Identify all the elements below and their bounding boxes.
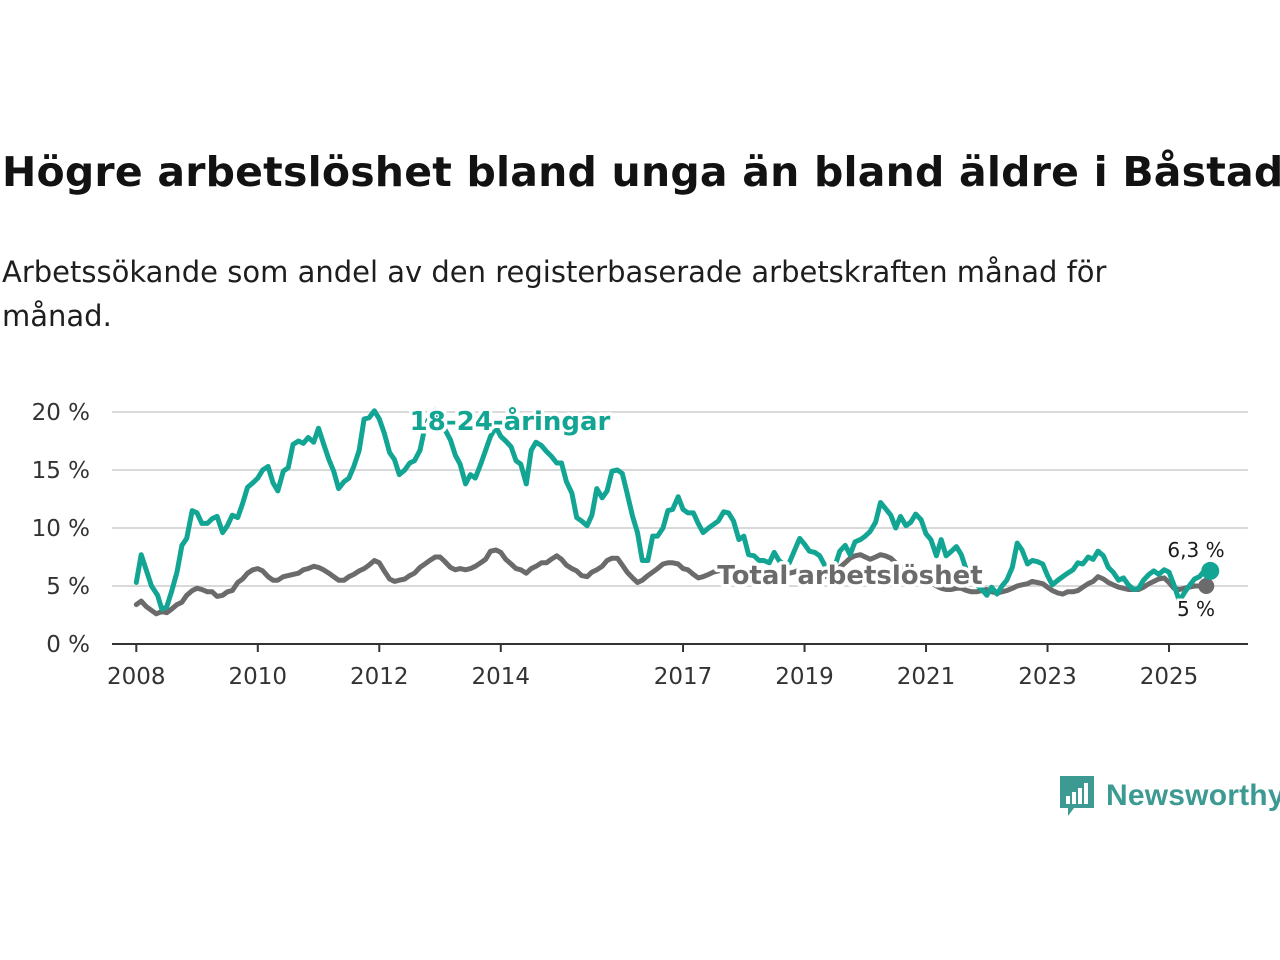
x-tick-label: 2008 xyxy=(107,664,166,690)
x-tick-label: 2010 xyxy=(229,664,288,690)
end-marker-total xyxy=(1198,578,1215,594)
y-tick-label: 0 % xyxy=(46,632,90,658)
brand-name: Newsworthy xyxy=(1106,779,1280,812)
series-label-total: Total arbetslöshet xyxy=(717,561,982,591)
y-tick-label: 10 % xyxy=(32,516,90,542)
series-label-youth: 18-24-åringar xyxy=(410,405,611,437)
x-tick-label: 2012 xyxy=(350,664,409,690)
series-line-youth xyxy=(133,407,1207,612)
line-chart: 0 % 5 % 10 % 15 % 20 % 2008 2010 2012 2014 2017 20… xyxy=(32,400,1248,690)
chart-subtitle: Arbetssökande som andel av den registerb… xyxy=(2,255,1107,333)
chart-title: Högre arbetslöshet bland unga än bland ä… xyxy=(2,148,1280,196)
x-tick-label: 2017 xyxy=(654,664,713,690)
y-tick-label: 20 % xyxy=(32,400,90,426)
brand-logo: Newsworthy xyxy=(1058,774,1280,818)
y-tick-label: 5 % xyxy=(46,574,90,600)
y-tick-label: 15 % xyxy=(32,458,90,484)
newsworthy-logo-icon xyxy=(1060,776,1094,816)
x-tick-label: 2023 xyxy=(1018,664,1077,690)
x-tick-label: 2014 xyxy=(472,664,531,690)
end-label-total: 5 % xyxy=(1177,597,1215,621)
end-label-youth: 6,3 % xyxy=(1167,538,1224,562)
x-tick-label: 2021 xyxy=(897,664,956,690)
x-tick-label: 2025 xyxy=(1140,664,1199,690)
series-line-total xyxy=(133,547,1207,617)
x-tick-label: 2019 xyxy=(775,664,834,690)
end-marker-youth xyxy=(1201,561,1220,580)
